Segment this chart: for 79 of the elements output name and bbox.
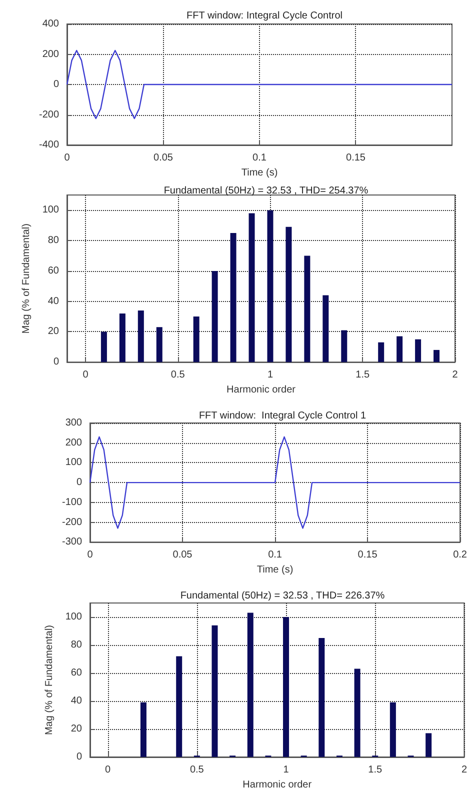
bar xyxy=(341,330,348,362)
y-tick-label: 100 xyxy=(42,204,60,216)
y-tick-label: 300 xyxy=(65,418,82,428)
bar xyxy=(119,313,126,362)
y-tick-label: 200 xyxy=(65,437,82,448)
bar xyxy=(212,625,218,757)
bar xyxy=(193,316,200,362)
x-tick-label: 0.5 xyxy=(190,764,204,776)
y-tick-label: 80 xyxy=(70,640,82,650)
y-tick-label: -400 xyxy=(38,140,60,150)
y-tick-label: 80 xyxy=(48,235,60,246)
bar xyxy=(322,295,329,362)
bar xyxy=(378,342,384,362)
x-tick-label: 0.2 xyxy=(453,550,468,561)
y-tick-label: -300 xyxy=(62,536,82,548)
x-tick-label: 1 xyxy=(283,764,290,776)
bar xyxy=(156,327,162,362)
bar xyxy=(396,336,403,362)
x-tick-label: 0.15 xyxy=(346,152,366,164)
x-tick-label: 0.05 xyxy=(154,152,174,164)
bar xyxy=(304,256,310,362)
bar xyxy=(354,668,360,757)
chart-title: FFT window: Integral Cycle Control 1 xyxy=(198,410,366,422)
x-tick-label: 0.1 xyxy=(268,550,282,561)
bar xyxy=(230,232,236,362)
x-tick-label: 0.15 xyxy=(358,550,378,561)
x-axis-title: Time (s) xyxy=(241,167,278,178)
y-axis-title: Mag (% of Fundamental) xyxy=(44,624,55,736)
y-tick-label: -200 xyxy=(62,516,82,528)
y-tick-label: 20 xyxy=(70,724,82,734)
y-tick-label: -100 xyxy=(62,496,82,508)
bar xyxy=(283,617,290,757)
bar xyxy=(247,612,254,757)
y-tick-label: -200 xyxy=(38,109,60,120)
bar xyxy=(426,733,432,757)
line-series xyxy=(66,50,453,120)
chart-title: Fundamental (50Hz) = 32.53 , THD= 254.37% xyxy=(164,186,368,196)
chart-title: FFT window: Integral Cycle Control xyxy=(186,10,342,22)
bar xyxy=(140,702,146,757)
bar xyxy=(100,332,107,362)
x-tick-label: 1 xyxy=(267,370,274,381)
line-series xyxy=(89,436,461,529)
y-tick-label: 0 xyxy=(53,356,60,368)
y-tick-label: 100 xyxy=(65,457,82,468)
y-tick-label: 20 xyxy=(48,326,60,338)
y-tick-label: 40 xyxy=(70,696,82,706)
y-tick-label: 100 xyxy=(65,612,82,622)
y-tick-label: 200 xyxy=(42,48,60,60)
x-tick-label: 1.5 xyxy=(368,764,383,776)
x-axis-title: Time (s) xyxy=(256,564,294,576)
x-tick-label: 0.5 xyxy=(170,370,186,381)
y-tick-label: 40 xyxy=(48,296,60,307)
x-axis-title: Harmonic order xyxy=(242,779,312,790)
y-tick-label: 400 xyxy=(42,18,60,30)
bar xyxy=(318,638,325,757)
x-tick-label: 0 xyxy=(105,764,112,776)
chart-title: Fundamental (50Hz) = 32.53 , THD= 226.37% xyxy=(180,590,385,602)
bar xyxy=(212,270,218,362)
bar xyxy=(390,702,396,757)
y-axis-title: Mag (% of Fundamental) xyxy=(20,224,32,334)
y-tick-label: 60 xyxy=(48,265,60,276)
y-tick-label: 0 xyxy=(53,79,60,90)
bar xyxy=(286,226,292,362)
x-tick-label: 0.05 xyxy=(172,550,193,561)
x-tick-label: 0 xyxy=(87,550,94,561)
y-tick-label: 60 xyxy=(70,668,82,678)
bar xyxy=(267,210,274,362)
x-tick-label: 1.5 xyxy=(356,370,370,381)
bar xyxy=(138,310,144,362)
x-tick-label: 0.1 xyxy=(252,152,267,164)
y-tick-label: 0 xyxy=(76,752,82,762)
y-tick-label: 0 xyxy=(76,477,82,488)
x-tick-label: 2 xyxy=(461,764,468,776)
bar xyxy=(176,656,182,757)
x-tick-label: 2 xyxy=(452,370,458,381)
x-axis-title: Harmonic order xyxy=(226,384,296,396)
bar xyxy=(248,213,255,362)
bar xyxy=(434,350,440,362)
bar xyxy=(415,339,422,362)
